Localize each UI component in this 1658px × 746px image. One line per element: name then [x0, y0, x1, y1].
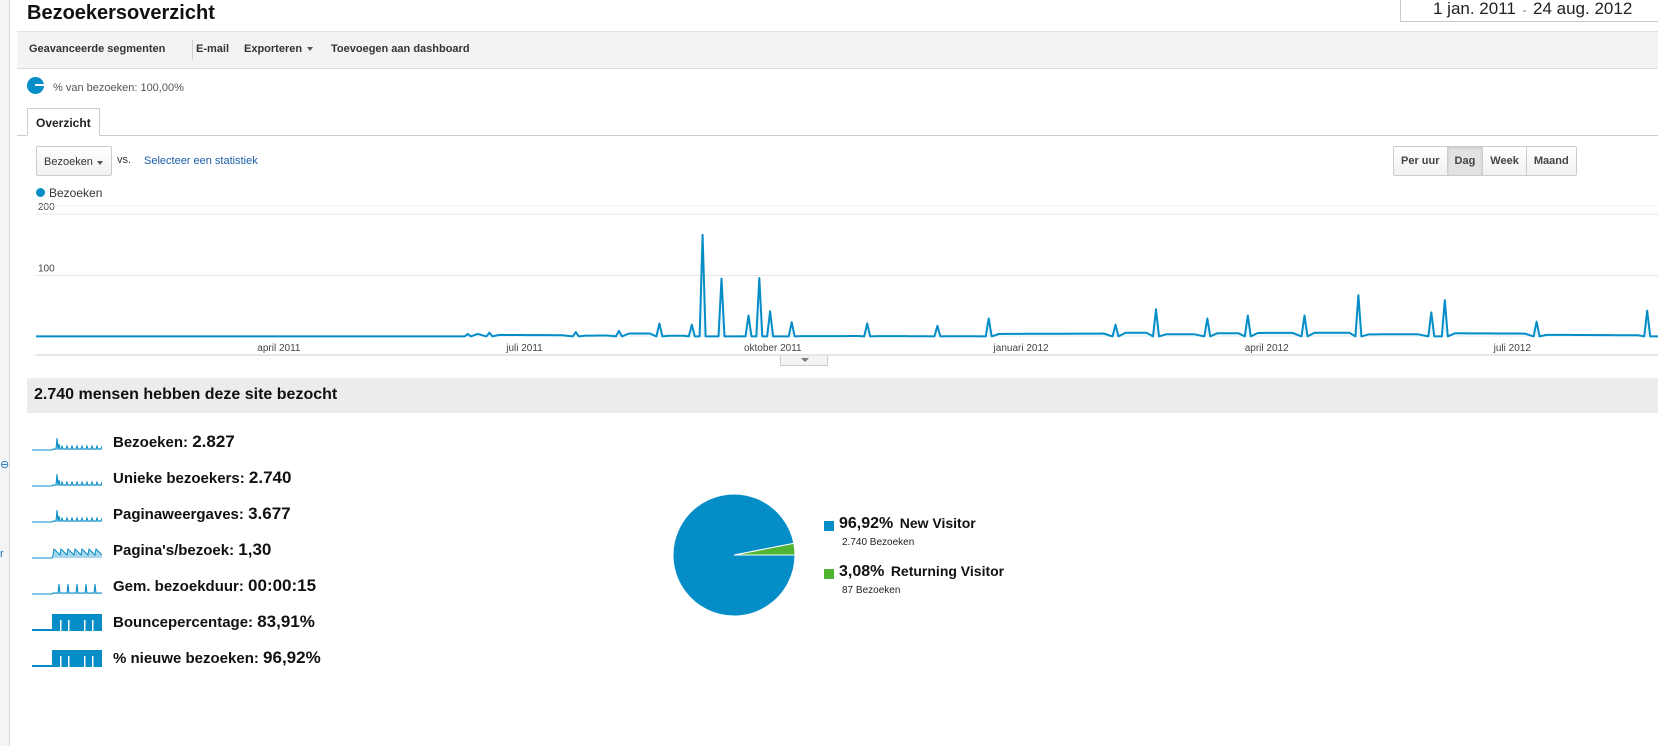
- email-button[interactable]: E-mail: [196, 43, 230, 55]
- pie-segment-icon: [27, 77, 44, 94]
- sparkline-line: [32, 509, 102, 523]
- metric-label: Gem. bezoekduur: 00:00:15: [113, 576, 316, 596]
- sparkline: [32, 547, 102, 559]
- tab-overview[interactable]: Overzicht: [27, 108, 100, 136]
- visitor-type-pie-chart[interactable]: [672, 493, 796, 617]
- granularity-hour-button[interactable]: Per uur: [1401, 155, 1440, 167]
- sparkline-line: [32, 547, 102, 559]
- sparkline-line: [32, 437, 102, 451]
- granularity-week-button[interactable]: Week: [1482, 147, 1526, 175]
- metric-label: Pagina's/bezoek: 1,30: [113, 540, 271, 560]
- add-to-dashboard-button[interactable]: Toevoegen aan dashboard: [331, 43, 470, 55]
- sparkline: [32, 650, 102, 667]
- metric-value: 96,92%: [263, 648, 321, 667]
- sparkline-line: [32, 473, 102, 487]
- granularity-toggle: Per uur Dag Week Maand: [1393, 146, 1577, 176]
- metric-name: Bouncepercentage:: [113, 614, 258, 631]
- sparkline: [32, 614, 102, 631]
- metric-name: Unieke bezoekers:: [113, 470, 249, 487]
- legend-percentage: 3,08% Returning Visitor: [839, 563, 1004, 581]
- date-separator: -: [1522, 5, 1527, 17]
- sparkline-fill: [52, 614, 102, 631]
- toolbar-divider: [192, 40, 193, 60]
- metric-value: 2.740: [248, 468, 292, 487]
- visits-line-chart[interactable]: 200 100 april 2011 juli 2011 oktober 2011 jan…: [0, 200, 1658, 360]
- metric-value: 1,30: [238, 540, 272, 559]
- y-tick-label: 200: [38, 202, 55, 213]
- sparkline-area: [32, 510, 102, 522]
- sparkline: [32, 473, 102, 487]
- granularity-day-button[interactable]: Dag: [1446, 147, 1483, 175]
- legend-visitor-type: Returning Visitor: [890, 563, 1005, 579]
- metric-value: 83,91%: [257, 612, 315, 631]
- y-tick-label: 100: [38, 264, 55, 275]
- legend-visitor-type: New Visitor: [899, 515, 976, 531]
- x-tick-label: april 2012: [1245, 343, 1289, 354]
- sidebar-fragment-link[interactable]: r: [0, 548, 4, 560]
- metric-dropdown-value: Bezoeken: [44, 156, 93, 168]
- metric-label: Bouncepercentage: 83,91%: [113, 612, 315, 632]
- sidebar-fragment-icon: ⊖: [0, 459, 10, 471]
- x-tick-label: juli 2011: [505, 343, 543, 354]
- metric-name: Paginaweergaves:: [113, 506, 249, 523]
- segment-label: % van bezoeken: 100,00%: [53, 82, 184, 94]
- granularity-month-button[interactable]: Maand: [1525, 147, 1576, 175]
- metric-value: 3.677: [248, 504, 291, 523]
- sparkline: [32, 437, 102, 451]
- sparkline: [32, 509, 102, 523]
- sparkline-area: [32, 549, 102, 558]
- date-range-picker[interactable]: 1 jan. 2011 - 24 aug. 2012: [1400, 0, 1658, 22]
- x-tick-label: oktober 2011: [744, 343, 802, 354]
- metric-dropdown[interactable]: Bezoeken: [36, 146, 112, 176]
- summary-header: 2.740 mensen hebben deze site bezocht: [27, 378, 1658, 413]
- metric-name: Pagina's/bezoek:: [113, 542, 239, 559]
- x-tick-label: april 2011: [257, 343, 301, 354]
- metric-label: Bezoeken: 2.827: [113, 432, 235, 452]
- legend-percentage-value: 3,08%: [839, 563, 889, 580]
- legend-swatch-icon: [824, 569, 834, 579]
- metric-name: Bezoeken:: [113, 434, 193, 451]
- metric-value: 00:00:15: [248, 576, 317, 595]
- sparkline: [32, 583, 102, 595]
- metric-label: Unieke bezoekers: 2.740: [113, 468, 291, 488]
- tab-bar-line: [17, 135, 1658, 136]
- export-button[interactable]: Exporteren: [244, 43, 314, 55]
- legend-swatch-icon: [824, 521, 834, 531]
- sparkline-area: [32, 438, 102, 450]
- sparkline-area: [32, 474, 102, 486]
- chevron-down-icon: [307, 47, 314, 52]
- date-start: 1 jan. 2011: [1433, 0, 1516, 18]
- metric-name: Gem. bezoekduur:: [113, 578, 249, 595]
- advanced-segments-button[interactable]: Geavanceerde segmenten: [29, 43, 166, 55]
- metric-label: Paginaweergaves: 3.677: [113, 504, 291, 524]
- x-tick-label: juli 2012: [1493, 343, 1532, 354]
- legend-visit-count: 87 Bezoeken: [842, 585, 901, 596]
- sparkline-fill: [52, 650, 102, 667]
- vs-label: vs.: [117, 154, 132, 166]
- sparkline-area: [32, 584, 102, 594]
- select-statistic-link[interactable]: Selecteer een statistiek: [144, 155, 258, 167]
- left-sidebar-edge: ⊖ r: [0, 0, 10, 746]
- legend-percentage-value: 96,92%: [839, 515, 898, 532]
- legend-series-name: Bezoeken: [49, 186, 103, 200]
- chart-legend: Bezoeken: [36, 186, 102, 200]
- series-area: [36, 234, 1658, 337]
- legend-visit-count: 2.740 Bezoeken: [842, 537, 915, 548]
- chart-collapse-toggle[interactable]: [780, 356, 828, 366]
- sparkline-line: [32, 583, 102, 595]
- x-tick-label: januari 2012: [993, 343, 1049, 354]
- date-end: 24 aug. 2012: [1533, 0, 1633, 18]
- metric-name: % nieuwe bezoeken:: [113, 650, 264, 667]
- report-toolbar: Geavanceerde segmenten E-mail Exporteren…: [17, 31, 1658, 69]
- chevron-down-icon: [97, 161, 103, 165]
- legend-percentage: 96,92% New Visitor: [839, 515, 976, 533]
- series-line-bezoeken: [36, 233, 1658, 338]
- metric-value: 2.827: [192, 432, 235, 451]
- legend-dot-icon: [36, 188, 45, 197]
- page-title: Bezoekersoverzicht: [27, 2, 215, 24]
- pie-slice-new-visitor[interactable]: [672, 493, 796, 617]
- export-label: Exporteren: [244, 43, 303, 55]
- metric-label: % nieuwe bezoeken: 96,92%: [113, 648, 321, 668]
